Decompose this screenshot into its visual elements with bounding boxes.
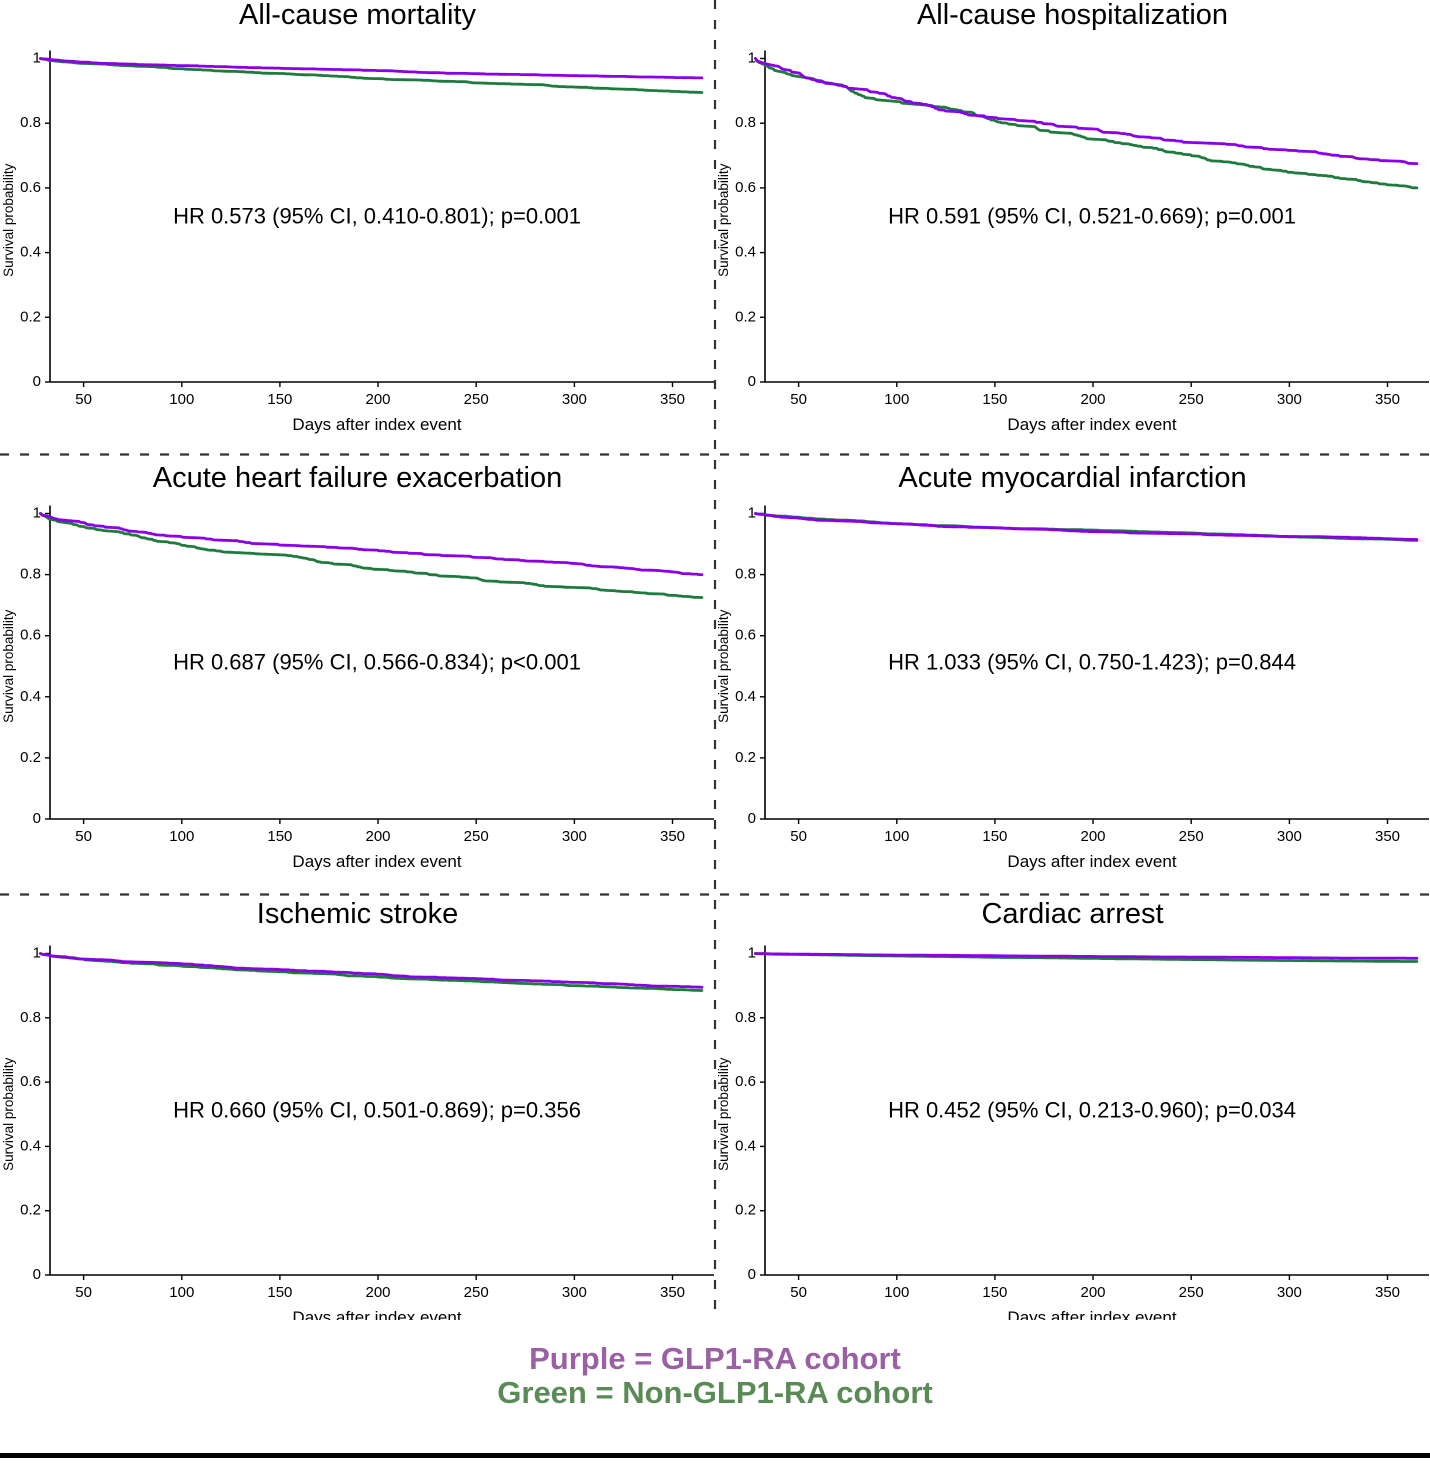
svg-text:100: 100 <box>884 1284 909 1301</box>
svg-text:0.4: 0.4 <box>20 688 41 705</box>
svg-text:Days after index event: Days after index event <box>1007 852 1176 871</box>
svg-text:0.2: 0.2 <box>20 749 41 766</box>
svg-text:300: 300 <box>562 1284 587 1301</box>
svg-text:150: 150 <box>982 1284 1007 1301</box>
svg-text:0.6: 0.6 <box>735 1073 756 1090</box>
svg-text:250: 250 <box>1179 391 1204 408</box>
svg-text:50: 50 <box>75 391 92 408</box>
svg-text:100: 100 <box>884 391 909 408</box>
svg-text:HR 0.573 (95% CI, 0.410-0.801): HR 0.573 (95% CI, 0.410-0.801); p=0.001 <box>173 204 581 229</box>
svg-text:Days after index event: Days after index event <box>1007 415 1176 434</box>
svg-text:250: 250 <box>464 828 489 845</box>
svg-text:HR 0.687 (95% CI, 0.566-0.834): HR 0.687 (95% CI, 0.566-0.834); p<0.001 <box>173 649 581 674</box>
svg-text:Survival probability: Survival probability <box>716 1057 731 1171</box>
svg-text:Cardiac arrest: Cardiac arrest <box>981 898 1163 930</box>
svg-text:300: 300 <box>1277 391 1302 408</box>
svg-text:250: 250 <box>1179 828 1204 845</box>
svg-text:50: 50 <box>790 391 807 408</box>
svg-text:150: 150 <box>267 1284 292 1301</box>
svg-text:150: 150 <box>267 828 292 845</box>
svg-text:0.2: 0.2 <box>735 749 756 766</box>
svg-text:HR 0.452 (95% CI, 0.213-0.960): HR 0.452 (95% CI, 0.213-0.960); p=0.034 <box>888 1098 1296 1123</box>
svg-text:0.4: 0.4 <box>735 244 756 261</box>
svg-text:350: 350 <box>1375 1284 1400 1301</box>
svg-text:0.4: 0.4 <box>20 244 41 261</box>
svg-text:50: 50 <box>790 828 807 845</box>
svg-text:200: 200 <box>1080 391 1105 408</box>
svg-text:0.8: 0.8 <box>735 114 756 131</box>
svg-text:100: 100 <box>169 828 194 845</box>
svg-text:0: 0 <box>748 373 756 390</box>
svg-text:HR 0.660 (95% CI, 0.501-0.869): HR 0.660 (95% CI, 0.501-0.869); p=0.356 <box>173 1098 581 1123</box>
svg-text:0.6: 0.6 <box>735 627 756 644</box>
svg-text:Days after index event: Days after index event <box>292 852 461 871</box>
svg-text:350: 350 <box>660 828 685 845</box>
svg-text:Days after index event: Days after index event <box>292 1308 461 1320</box>
svg-text:0: 0 <box>748 810 756 827</box>
svg-text:0.6: 0.6 <box>20 1073 41 1090</box>
svg-text:0: 0 <box>33 373 41 390</box>
svg-text:0.2: 0.2 <box>20 308 41 325</box>
svg-text:0.2: 0.2 <box>20 1202 41 1219</box>
svg-text:Survival probability: Survival probability <box>1 163 16 277</box>
svg-text:100: 100 <box>169 391 194 408</box>
svg-text:0.6: 0.6 <box>20 627 41 644</box>
svg-text:150: 150 <box>267 391 292 408</box>
svg-text:0.6: 0.6 <box>735 179 756 196</box>
svg-text:Survival probability: Survival probability <box>1 1057 16 1171</box>
svg-text:All-cause hospitalization: All-cause hospitalization <box>917 0 1228 31</box>
svg-text:50: 50 <box>75 1284 92 1301</box>
svg-text:Ischemic stroke: Ischemic stroke <box>257 898 458 930</box>
svg-text:Days after index event: Days after index event <box>292 415 461 434</box>
svg-text:0.4: 0.4 <box>735 688 756 705</box>
svg-text:0.8: 0.8 <box>735 566 756 583</box>
svg-text:Survival probability: Survival probability <box>716 609 731 723</box>
svg-text:300: 300 <box>1277 828 1302 845</box>
svg-text:250: 250 <box>464 1284 489 1301</box>
svg-text:200: 200 <box>365 1284 390 1301</box>
svg-text:HR 0.591 (95% CI, 0.521-0.669): HR 0.591 (95% CI, 0.521-0.669); p=0.001 <box>888 204 1296 229</box>
svg-text:350: 350 <box>660 1284 685 1301</box>
svg-text:Survival probability: Survival probability <box>1 609 16 723</box>
svg-text:150: 150 <box>982 391 1007 408</box>
svg-text:250: 250 <box>464 391 489 408</box>
svg-text:HR 1.033 (95% CI, 0.750-1.423): HR 1.033 (95% CI, 0.750-1.423); p=0.844 <box>888 649 1296 674</box>
svg-text:0.4: 0.4 <box>20 1137 41 1154</box>
svg-text:All-cause mortality: All-cause mortality <box>239 0 476 31</box>
svg-text:0: 0 <box>33 1266 41 1283</box>
svg-text:0.2: 0.2 <box>735 308 756 325</box>
svg-text:50: 50 <box>790 1284 807 1301</box>
svg-text:300: 300 <box>562 828 587 845</box>
svg-text:350: 350 <box>1375 391 1400 408</box>
svg-text:350: 350 <box>1375 828 1400 845</box>
svg-text:350: 350 <box>660 391 685 408</box>
svg-text:200: 200 <box>1080 828 1105 845</box>
svg-text:0.4: 0.4 <box>735 1137 756 1154</box>
svg-text:50: 50 <box>75 828 92 845</box>
svg-text:300: 300 <box>562 391 587 408</box>
svg-text:0: 0 <box>33 810 41 827</box>
svg-text:300: 300 <box>1277 1284 1302 1301</box>
svg-text:Acute heart failure exacerbati: Acute heart failure exacerbation <box>153 462 562 494</box>
svg-text:Survival probability: Survival probability <box>716 163 731 277</box>
svg-text:0.8: 0.8 <box>735 1009 756 1026</box>
svg-text:Days after index event: Days after index event <box>1007 1308 1176 1320</box>
svg-text:200: 200 <box>365 391 390 408</box>
svg-text:0.8: 0.8 <box>20 1009 41 1026</box>
svg-text:200: 200 <box>365 828 390 845</box>
svg-text:Acute myocardial infarction: Acute myocardial infarction <box>898 462 1246 494</box>
svg-text:150: 150 <box>982 828 1007 845</box>
svg-text:0.8: 0.8 <box>20 114 41 131</box>
svg-text:0.6: 0.6 <box>20 179 41 196</box>
svg-text:0.2: 0.2 <box>735 1202 756 1219</box>
svg-text:250: 250 <box>1179 1284 1204 1301</box>
svg-text:0: 0 <box>748 1266 756 1283</box>
svg-text:200: 200 <box>1080 1284 1105 1301</box>
svg-text:100: 100 <box>884 828 909 845</box>
svg-text:100: 100 <box>169 1284 194 1301</box>
svg-text:0.8: 0.8 <box>20 566 41 583</box>
